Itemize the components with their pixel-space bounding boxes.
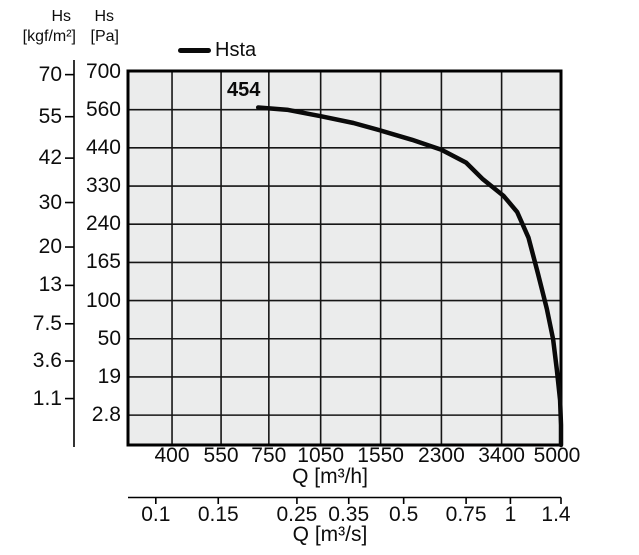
x-tick-m3s: 0.35 [328, 503, 370, 526]
y-tick-kgf: 70 [38, 62, 62, 86]
x-tick-m3s: 0.15 [197, 503, 239, 526]
y-axis-header-kgf: Hs [kgf/m²] [2, 7, 76, 47]
y-tick-kgf: 3.6 [32, 349, 62, 372]
y-tick-pa: 100 [85, 288, 121, 312]
y-tick-kgf: 1.1 [32, 386, 62, 410]
y-tick-pa: 240 [85, 212, 121, 236]
curve-start-annotation: 454 [227, 79, 261, 101]
y-axis-header-kgf-title: Hs [51, 8, 71, 25]
x-tick-m3h: 750 [251, 444, 287, 467]
x-tick-m3h: 5000 [533, 444, 581, 467]
y-tick-kgf: 20 [38, 235, 62, 259]
y-tick-pa: 330 [85, 174, 121, 198]
y-axis-header-kgf-unit: [kgf/m²] [22, 28, 76, 45]
x-tick-m3h: 550 [203, 444, 239, 467]
y-tick-pa: 165 [85, 250, 121, 274]
x-tick-m3s: 0.75 [445, 503, 487, 526]
x-tick-m3h: 3400 [478, 444, 525, 467]
x-tick-m3s: 0.25 [276, 503, 318, 526]
x-tick-m3h: 2300 [418, 444, 465, 467]
y-tick-kgf: 30 [38, 190, 62, 214]
y-axis-header-pa: Hs [Pa] [80, 7, 119, 47]
y-tick-pa: 2.8 [91, 403, 121, 427]
legend-line-swatch [178, 47, 211, 53]
plot-area [128, 71, 561, 445]
y-tick-pa: 50 [97, 326, 121, 350]
hsta-curve [255, 105, 564, 448]
y-tick-pa: 440 [85, 135, 121, 159]
plot-border [126, 69, 563, 447]
x-axis-title-m3h: Q [m³/h] [292, 465, 368, 488]
y-tick-kgf: 55 [38, 104, 62, 128]
legend-series-label: Hsta [215, 38, 257, 61]
y-axis-header-pa-unit: [Pa] [90, 28, 119, 45]
x-tick-m3s: 1.4 [541, 503, 571, 526]
y-tick-pa: 19 [97, 364, 121, 388]
x-tick-m3s: 1 [504, 503, 517, 526]
y-tick-pa: 700 [85, 59, 121, 83]
x-tick-m3h: 400 [154, 444, 190, 467]
y-tick-pa: 560 [85, 97, 121, 121]
x-tick-m3s: 0.5 [389, 503, 419, 526]
y-tick-kgf: 42 [38, 146, 62, 170]
y-tick-kgf: 13 [38, 273, 62, 297]
x-axis-title-m3s: Q [m³/s] [292, 523, 368, 546]
x-tick-m3h: 1550 [357, 444, 404, 467]
x-tick-m3s: 0.1 [141, 503, 171, 526]
y-axis-header-pa-title: Hs [94, 8, 114, 25]
y-tick-kgf: 7.5 [32, 311, 62, 335]
legend: Hsta [178, 38, 256, 62]
x-tick-m3h: 1050 [297, 444, 345, 467]
